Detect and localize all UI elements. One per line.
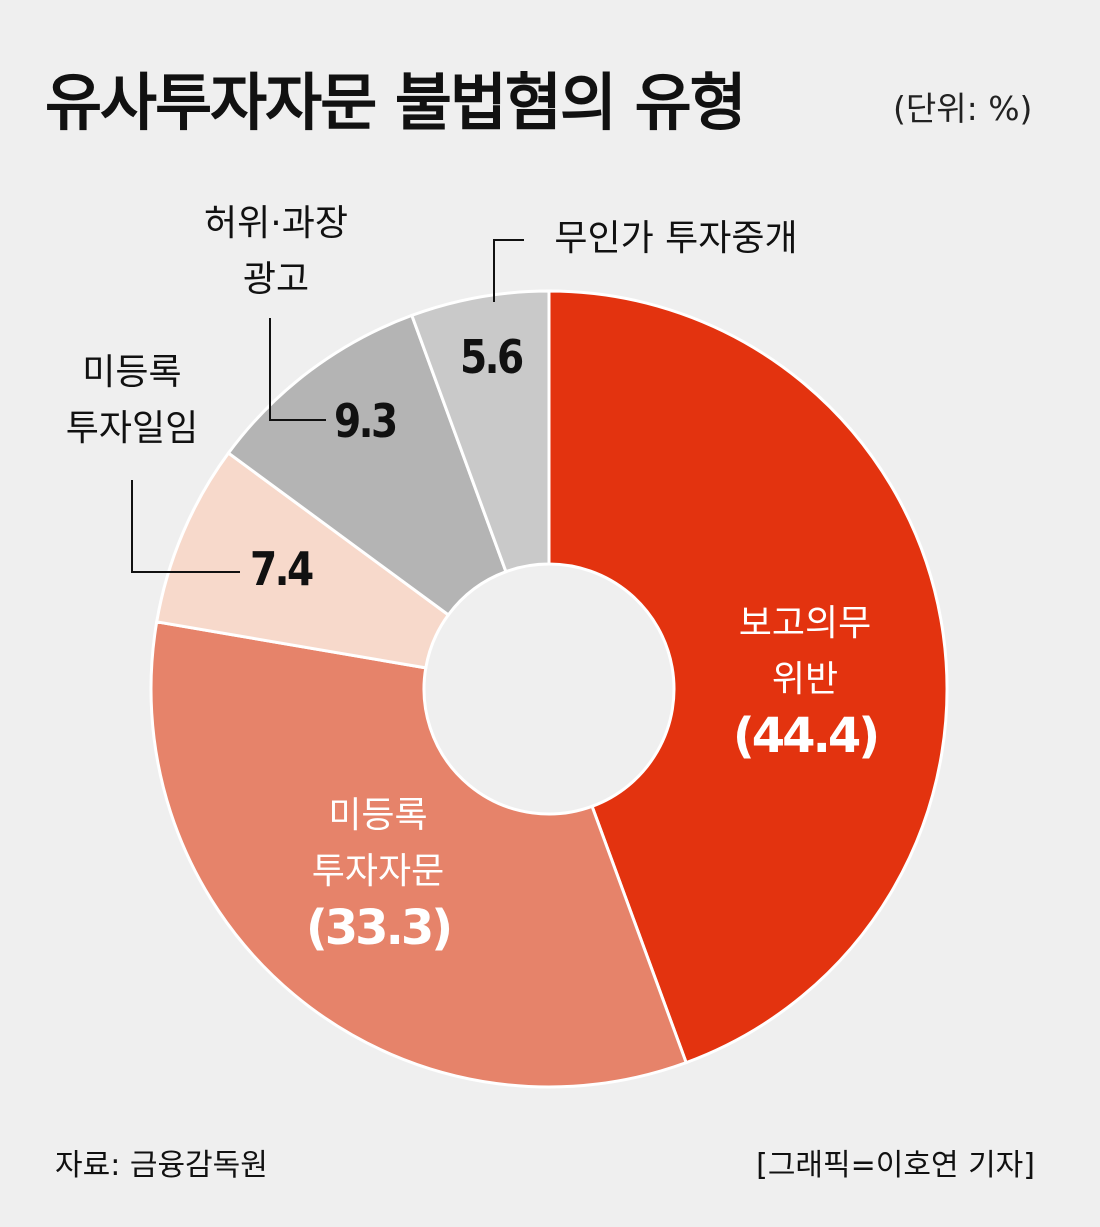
data-label-brokerage: 5.6 xyxy=(460,330,524,384)
slice-label-advisory: 미등록 투자자문 (33.3) xyxy=(305,788,453,956)
donut-slice-1 xyxy=(149,620,689,1089)
label-line: 허위·과장 xyxy=(204,203,348,244)
data-label-discretionary: 7.4 xyxy=(250,542,314,596)
donut-slice-2 xyxy=(154,450,451,670)
unit-label: (단위: %) xyxy=(893,89,1033,128)
chart-title: 유사투자자문 불법혐의 유형 xyxy=(45,66,747,139)
label-line: 무인가 투자중개 xyxy=(554,218,798,259)
source-note: 자료: 금융감독원 xyxy=(55,1148,268,1183)
leader-line-brokerage xyxy=(493,239,524,302)
label-line: 투자자문 xyxy=(311,851,445,892)
donut-slice-3 xyxy=(226,313,508,617)
donut-slice-0 xyxy=(547,289,949,1065)
label-line: 미등록 xyxy=(328,795,428,836)
label-line: 위반 xyxy=(771,659,839,700)
slice-label-brokerage: 무인가 투자중개 xyxy=(554,211,797,267)
label-line: 광고 xyxy=(242,259,310,300)
slice-label-ad: 허위·과장 광고 xyxy=(204,196,348,308)
donut-slice-4 xyxy=(409,289,551,574)
data-label: (44.4) xyxy=(732,708,880,764)
slice-label-reporting: 보고의무 위반 (44.4) xyxy=(732,596,880,764)
slice-label-discretionary: 미등록 투자일임 xyxy=(66,345,198,457)
label-line: 미등록 xyxy=(82,352,182,393)
leader-line-ad xyxy=(269,318,326,421)
label-line: 보고의무 xyxy=(738,603,872,644)
data-label-ad: 9.3 xyxy=(334,394,398,448)
label-line: 투자일임 xyxy=(65,408,199,449)
leader-line-discretionary xyxy=(131,480,240,573)
graphic-credit: [그래픽=이호연 기자] xyxy=(756,1148,1035,1183)
data-label: (33.3) xyxy=(305,900,453,956)
